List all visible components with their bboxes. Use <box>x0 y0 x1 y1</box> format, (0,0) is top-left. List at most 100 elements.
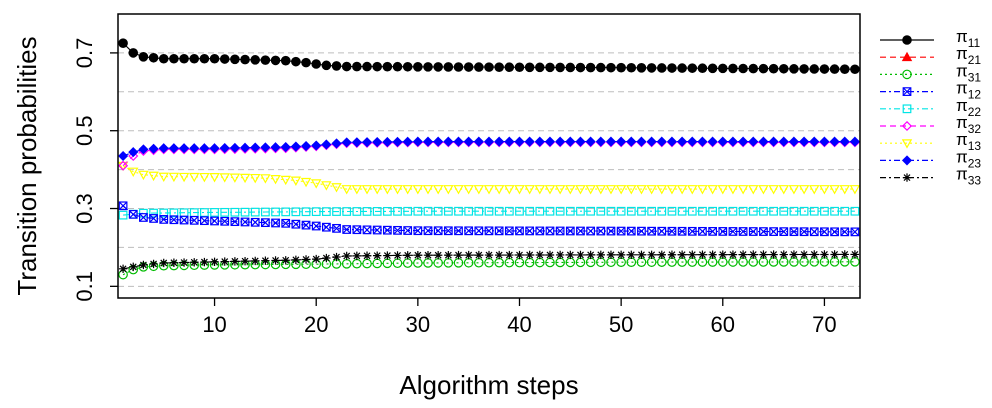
data-point <box>504 226 514 236</box>
data-point <box>789 250 799 259</box>
data-point <box>504 136 515 147</box>
legend-label: π22 <box>956 96 981 119</box>
data-point <box>290 141 301 152</box>
data-point <box>413 251 423 260</box>
data-point <box>799 64 809 74</box>
data-point <box>200 216 209 226</box>
data-point <box>728 250 738 259</box>
data-point <box>799 250 809 259</box>
data-point <box>270 55 281 66</box>
data-point <box>738 136 749 147</box>
data-point <box>138 51 149 62</box>
data-point <box>118 150 129 162</box>
data-point <box>636 63 647 73</box>
data-point <box>219 54 230 64</box>
data-point <box>261 218 270 228</box>
data-point <box>271 218 280 228</box>
data-point <box>768 185 779 195</box>
series-layer <box>117 38 861 280</box>
data-point <box>453 136 464 147</box>
data-point <box>849 185 861 195</box>
data-point-box <box>321 222 331 232</box>
legend-label: π21 <box>956 44 981 67</box>
data-point <box>677 136 688 147</box>
data-point <box>535 250 545 260</box>
data-point <box>209 143 220 154</box>
data-point-box <box>616 226 626 236</box>
data-point <box>484 206 494 216</box>
data-point <box>646 136 657 147</box>
data-point <box>311 140 322 151</box>
data-point-box <box>647 226 657 236</box>
legend-label: π33 <box>956 165 981 188</box>
data-point <box>779 227 789 237</box>
data-point-cross <box>759 227 768 236</box>
data-point <box>769 206 778 216</box>
data-point <box>271 256 280 265</box>
legend-item-32: π32 <box>880 113 981 136</box>
data-point <box>372 251 382 260</box>
data-point-box <box>271 218 280 228</box>
data-point <box>362 207 372 216</box>
data-point <box>149 208 158 218</box>
data-point <box>728 206 738 216</box>
data-point-cross <box>799 227 809 236</box>
data-point <box>332 223 341 233</box>
data-point <box>748 206 758 216</box>
data-point <box>168 143 179 154</box>
data-point <box>138 170 149 181</box>
data-point <box>312 254 321 264</box>
data-point <box>768 136 779 147</box>
y-tick-label: 0.7 <box>72 38 97 69</box>
data-point <box>463 62 474 72</box>
data-point-box <box>352 225 362 235</box>
data-point <box>605 136 617 147</box>
data-point <box>737 185 749 195</box>
data-point-box <box>596 226 606 236</box>
data-point <box>616 250 626 260</box>
data-point <box>494 250 504 260</box>
data-point-box <box>433 226 443 236</box>
data-point <box>423 206 433 216</box>
data-point <box>443 206 453 216</box>
legend-item-11: π11 <box>880 27 981 50</box>
data-point <box>352 207 362 216</box>
data-point <box>331 61 342 71</box>
data-point-cross <box>494 226 504 236</box>
data-point <box>240 142 251 153</box>
x-tick-label: 10 <box>202 312 226 337</box>
data-point <box>219 143 230 154</box>
data-point <box>830 206 839 216</box>
data-point <box>565 185 576 195</box>
legend-item-21: π21 <box>880 44 981 67</box>
data-point <box>321 222 331 232</box>
data-point <box>534 185 546 195</box>
data-point-cross <box>332 224 341 233</box>
series-11 <box>118 38 860 75</box>
data-point <box>361 185 373 195</box>
data-point <box>687 206 697 216</box>
data-point <box>829 185 840 195</box>
data-point-cross <box>423 226 433 235</box>
data-point <box>189 215 199 225</box>
data-point-cross <box>586 226 595 236</box>
data-point <box>596 250 606 260</box>
data-point <box>738 227 748 236</box>
data-point <box>342 225 352 234</box>
data-point <box>149 214 158 223</box>
data-point <box>402 185 413 195</box>
data-point <box>454 250 463 260</box>
data-point-box <box>291 219 301 229</box>
data-point-cross <box>383 225 392 235</box>
data-point <box>149 259 158 269</box>
data-point <box>118 210 128 220</box>
data-point <box>575 136 586 147</box>
data-point <box>707 185 718 195</box>
data-point <box>514 136 525 147</box>
data-point <box>819 64 830 74</box>
data-point <box>585 136 596 147</box>
data-point-cross <box>830 227 839 236</box>
legend-label: π12 <box>956 79 981 102</box>
data-point <box>453 185 464 195</box>
data-point <box>159 258 168 268</box>
